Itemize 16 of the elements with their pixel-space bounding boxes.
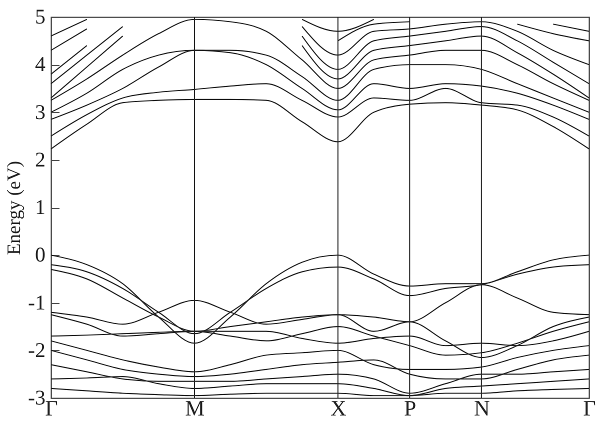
x-tick-label: M [185,396,205,420]
y-tick-label: -3 [28,386,46,410]
y-axis-title: Energy (eV) [4,160,26,256]
y-tick-label: -2 [28,338,46,362]
x-tick-label: P [404,396,416,420]
y-tick-label: 2 [35,147,46,172]
x-tick-label: X [330,396,346,420]
y-tick-label: 4 [35,52,46,76]
x-tick-label: Γ [583,396,596,420]
y-tick-label: 3 [35,100,46,124]
y-tick-label: 5 [35,4,46,28]
y-tick-label: 0 [35,242,46,267]
x-tick-label: N [474,396,490,420]
y-tick-label: 1 [35,195,46,219]
y-tick-label: -1 [28,290,46,314]
x-tick-label: Γ [45,396,58,420]
